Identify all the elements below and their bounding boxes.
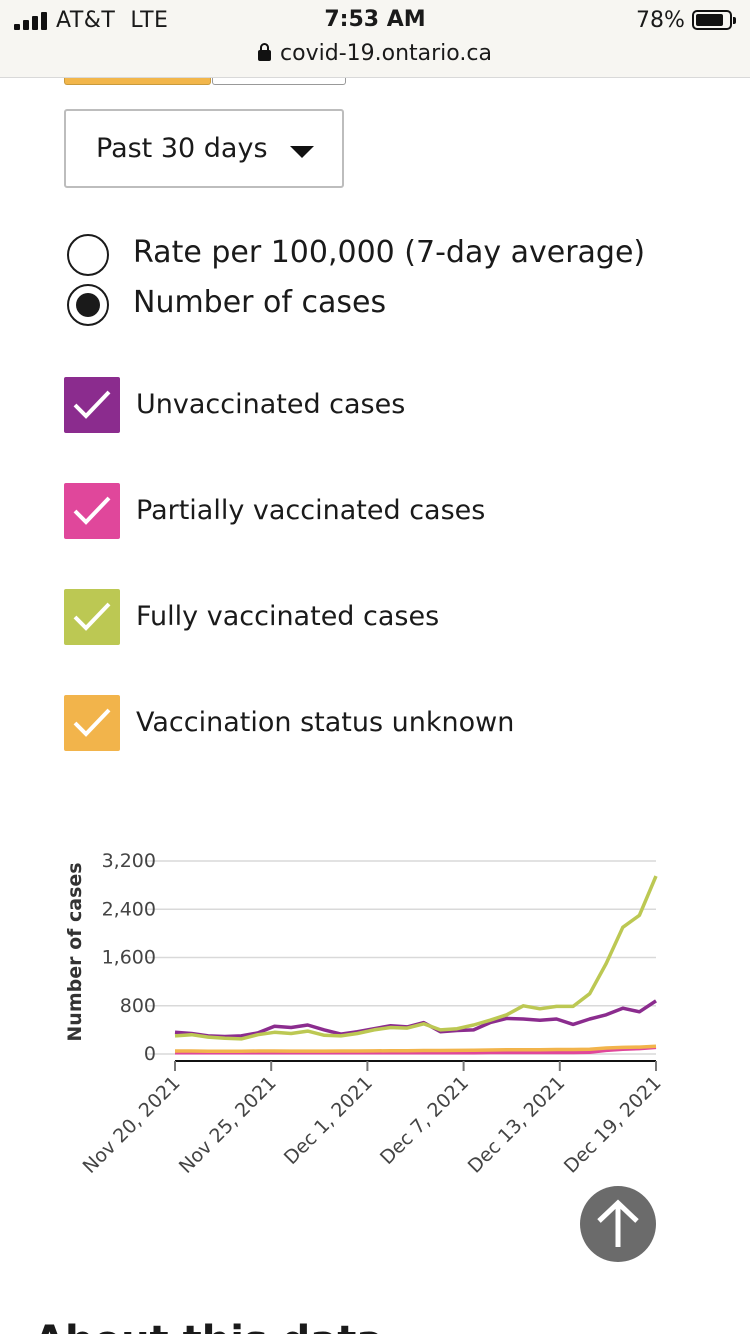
checkmark-icon (73, 496, 111, 525)
checkmark-icon (73, 602, 111, 631)
checkbox[interactable] (64, 377, 120, 433)
url-text: covid-19.ontario.ca (280, 41, 492, 66)
checkbox-label: Partially vaccinated cases (136, 495, 486, 526)
checkmark-icon (73, 708, 111, 737)
battery-icon (692, 10, 736, 30)
toggle-button-inactive[interactable] (212, 78, 346, 85)
clock: 7:53 AM (324, 7, 426, 32)
checkbox[interactable] (64, 695, 120, 751)
carrier-label: AT&T LTE (56, 8, 169, 33)
radio-label: Rate per 100,000 (7-day average) (133, 235, 646, 270)
checkbox[interactable] (64, 483, 120, 539)
battery-percent: 78% (636, 8, 685, 33)
period-select-value: Past 30 days (96, 133, 268, 164)
radio-label: Number of cases (133, 285, 387, 320)
toggle-button-active[interactable] (64, 78, 211, 85)
radio-button-selected[interactable] (67, 284, 109, 326)
checkbox-label: Fully vaccinated cases (136, 601, 440, 632)
checkbox-label: Vaccination status unknown (136, 707, 515, 738)
series-line-status-unknown (175, 1044, 657, 1054)
radio-button[interactable] (67, 234, 109, 276)
y-axis-label: Number of cases (64, 862, 86, 1041)
x-tick-label: Nov 20, 2021 (79, 1072, 185, 1178)
y-tick-label: 800 (120, 995, 156, 1017)
y-tick-label: 3,200 (102, 850, 156, 872)
x-tick-label: Nov 25, 2021 (175, 1072, 281, 1178)
x-tick-label: Dec 13, 2021 (464, 1072, 570, 1178)
cases-line-chart: 3,200 2,400 1,600 800 0 Number of cases Nov … (64, 850, 666, 1178)
status-bar: AT&T LTE 7:53 AM 78% covid-19.ontario.ca (0, 0, 750, 78)
x-tick-label: Dec 19, 2021 (560, 1072, 666, 1178)
y-tick-label: 0 (144, 1043, 156, 1065)
period-select[interactable]: Past 30 days (64, 109, 344, 188)
caret-down-icon (290, 146, 314, 158)
checkmark-icon (73, 390, 111, 419)
series-line-fully-vaccinated (174, 875, 658, 1041)
series-lines (174, 875, 658, 1055)
scroll-to-top-button[interactable] (580, 1186, 656, 1262)
x-tick-label: Dec 1, 2021 (280, 1072, 377, 1169)
section-heading: About this data (34, 1318, 383, 1334)
arrow-up-icon (597, 1199, 639, 1247)
y-axis-ticks: 3,200 2,400 1,600 800 0 (102, 850, 156, 1065)
signal-icon (14, 12, 48, 30)
checkbox-label: Unvaccinated cases (136, 389, 406, 420)
y-tick-label: 2,400 (102, 898, 156, 920)
address-bar[interactable]: covid-19.ontario.ca (0, 41, 750, 66)
y-tick-label: 1,600 (102, 947, 156, 969)
x-tick-label: Dec 7, 2021 (376, 1072, 473, 1169)
lock-icon (258, 43, 272, 61)
checkbox[interactable] (64, 589, 120, 645)
